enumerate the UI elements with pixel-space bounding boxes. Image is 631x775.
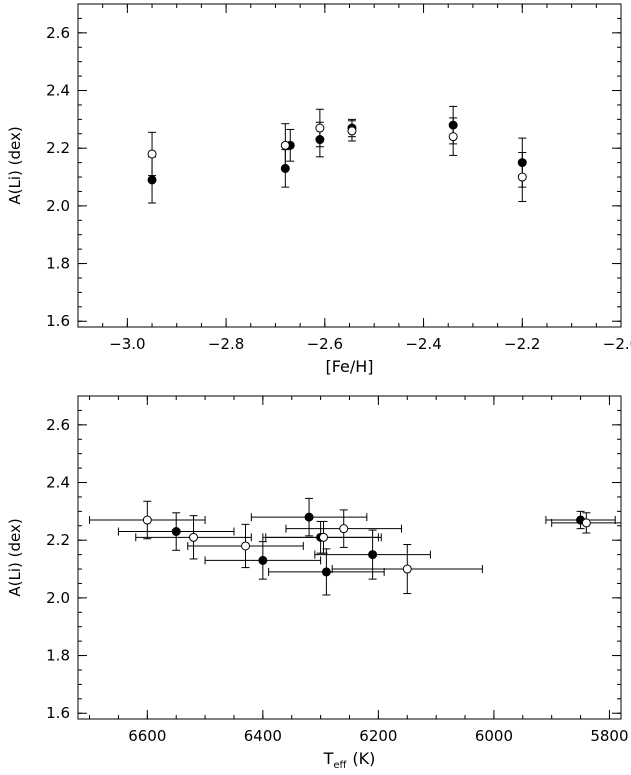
top-x-tick-label: −3.0	[109, 335, 145, 353]
top-y-tick-label: 2.4	[46, 82, 70, 100]
top-open-data-point	[517, 172, 527, 182]
bottom-open-data-point	[339, 524, 349, 534]
top-x-tick-label: −2.0	[603, 335, 631, 353]
top-y-tick-label: 1.6	[46, 312, 70, 330]
top-filled-data-point	[147, 175, 157, 185]
bottom-y-tick-label: 2.6	[46, 416, 70, 434]
top-open-data-point	[347, 126, 357, 136]
top-open-data-point	[147, 149, 157, 159]
bottom-open-data-point	[241, 541, 251, 551]
bottom-plot-frame	[77, 395, 622, 720]
bottom-x-axis-label: Teff (K)	[323, 749, 376, 771]
bottom-filled-data-point	[321, 567, 331, 577]
top-open-data-point	[280, 140, 290, 150]
bottom-y-tick-label: 2.2	[46, 531, 70, 549]
bottom-y-axis-label: A(Li) (dex)	[6, 518, 24, 596]
bottom-x-axis-label-unit: (K)	[352, 749, 375, 768]
bottom-x-axis-label-subscript: eff	[333, 760, 347, 771]
bottom-open-data-point	[142, 515, 152, 525]
top-x-tick-label: −2.2	[504, 335, 540, 353]
bottom-y-tick-label: 1.6	[46, 704, 70, 722]
bottom-x-tick-label: 6600	[128, 727, 166, 745]
bottom-x-tick-label: 5800	[590, 727, 628, 745]
top-open-data-point	[448, 132, 458, 142]
bottom-filled-data-point	[258, 555, 268, 565]
bottom-y-tick-label: 2.4	[46, 474, 70, 492]
top-y-tick-label: 1.8	[46, 255, 70, 273]
bottom-y-tick-label: 2.0	[46, 589, 70, 607]
bottom-y-tick-label: 1.8	[46, 647, 70, 665]
top-open-data-point	[315, 123, 325, 133]
bottom-open-data-point	[319, 532, 329, 542]
bottom-x-tick-label: 6400	[244, 727, 282, 745]
bottom-filled-data-point	[304, 512, 314, 522]
top-y-tick-label: 2.2	[46, 139, 70, 157]
bottom-open-data-point	[189, 532, 199, 542]
top-y-tick-label: 2.6	[46, 24, 70, 42]
top-x-axis-label: [Fe/H]	[325, 357, 373, 376]
top-plot-frame	[77, 3, 622, 328]
bottom-x-axis-label-main: T	[323, 749, 334, 768]
top-x-tick-label: −2.6	[307, 335, 343, 353]
top-x-tick-label: −2.8	[208, 335, 244, 353]
bottom-open-data-point	[581, 518, 591, 528]
bottom-open-data-point	[402, 564, 412, 574]
top-x-tick-label: −2.4	[405, 335, 441, 353]
top-y-axis-label: A(Li) (dex)	[6, 126, 24, 204]
bottom-x-tick-label: 6200	[359, 727, 397, 745]
top-y-tick-label: 2.0	[46, 197, 70, 215]
bottom-x-tick-label: 6000	[475, 727, 513, 745]
bottom-filled-data-point	[368, 550, 378, 560]
bottom-filled-data-point	[171, 527, 181, 537]
